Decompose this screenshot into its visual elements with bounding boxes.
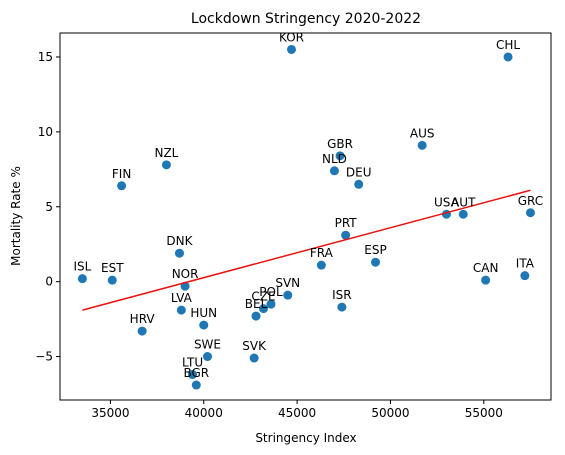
y-axis-label: Mortality Rate % — [9, 166, 23, 266]
data-point — [283, 290, 293, 300]
point-label: LVA — [171, 291, 193, 305]
data-point — [316, 260, 326, 270]
point-label: ITA — [516, 257, 535, 271]
data-point — [161, 160, 171, 170]
data-point — [202, 352, 212, 362]
point-label: FIN — [112, 167, 131, 181]
point-label: POL — [259, 285, 283, 299]
y-tick-label: 15 — [38, 50, 53, 64]
point-label: AUT — [451, 195, 476, 209]
data-point — [503, 52, 513, 62]
data-point — [137, 326, 147, 336]
data-point — [337, 302, 347, 312]
x-tick-label: 50000 — [371, 406, 409, 420]
chart-title: Lockdown Stringency 2020-2022 — [191, 11, 421, 27]
point-label: NZL — [154, 146, 178, 160]
point-label: SWE — [194, 338, 221, 352]
x-axis-label: Stringency Index — [255, 431, 356, 445]
point-label: NOR — [172, 267, 199, 281]
x-tick-label: 55000 — [465, 406, 503, 420]
data-point — [371, 257, 381, 267]
point-label: USA — [434, 195, 460, 209]
point-label: SVN — [275, 276, 300, 290]
data-point — [251, 311, 261, 321]
data-point — [258, 304, 268, 314]
data-point — [341, 230, 351, 240]
data-point — [525, 208, 535, 218]
point-label: CZE — [251, 290, 275, 304]
data-point — [117, 181, 127, 191]
x-tick-label: 35000 — [91, 406, 129, 420]
point-label: AUS — [410, 126, 435, 140]
point-label: ISL — [73, 260, 91, 274]
point-label: CAN — [473, 261, 499, 275]
point-label: EST — [101, 261, 124, 275]
y-tick-label: 0 — [45, 275, 53, 289]
data-point — [266, 299, 276, 309]
point-label: DNK — [166, 234, 193, 248]
trend-line — [82, 189, 531, 311]
point-label: BGR — [183, 366, 209, 380]
data-point — [249, 353, 259, 363]
plot-frame — [59, 32, 552, 401]
y-tick-label: 10 — [38, 125, 53, 139]
data-point — [458, 209, 468, 219]
x-tick-label: 45000 — [278, 406, 316, 420]
point-label: BEL — [245, 297, 268, 311]
point-label: HUN — [190, 306, 217, 320]
point-label: FRA — [310, 246, 334, 260]
point-label: LTU — [182, 356, 203, 370]
y-tick-label: 5 — [45, 200, 53, 214]
data-point — [520, 271, 530, 281]
data-point — [354, 179, 364, 189]
x-axis: 35000 40000 45000 50000 55000 — [91, 400, 503, 420]
data-point — [188, 370, 198, 380]
data-point — [329, 166, 339, 176]
data-point — [191, 380, 201, 390]
data-point — [107, 275, 117, 285]
point-label: HRV — [130, 312, 156, 326]
point-label: PRT — [335, 216, 358, 230]
point-label: CHL — [496, 38, 520, 52]
point-label: DEU — [346, 165, 372, 179]
point-label: KOR — [279, 30, 304, 44]
data-point — [174, 248, 184, 258]
data-point — [77, 274, 87, 284]
y-axis: −5 0 5 10 15 — [35, 50, 60, 364]
point-label: ESP — [364, 243, 386, 257]
data-point — [176, 305, 186, 315]
point-label: GBR — [327, 137, 353, 151]
point-label: SVK — [242, 339, 267, 353]
data-point — [199, 320, 209, 330]
x-tick-label: 40000 — [185, 406, 223, 420]
data-point — [335, 151, 345, 161]
data-point — [481, 275, 491, 285]
point-label: NLD — [322, 152, 347, 166]
point-label: ISR — [332, 288, 352, 302]
data-point — [286, 44, 296, 54]
y-tick-label: −5 — [35, 350, 53, 364]
point-label: GRC — [518, 194, 543, 208]
data-point — [417, 140, 427, 150]
